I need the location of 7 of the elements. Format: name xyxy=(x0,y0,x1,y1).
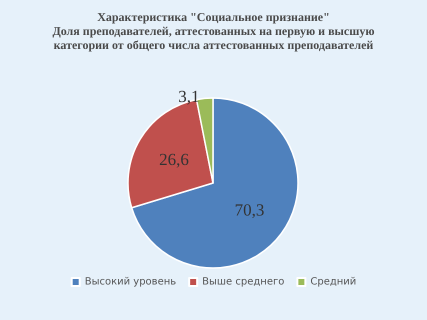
data-label: 70,3 xyxy=(234,200,264,220)
chart-title: Характеристика "Социальное признание" Доля преподавателей, аттестованных на первую и высшую категории от общего числа аттестованных преподавателей xyxy=(52,10,375,52)
legend-label: Средний xyxy=(310,276,356,288)
legend-label: Высокий уровень xyxy=(84,276,176,288)
legend-label: Выше среднего xyxy=(202,276,284,288)
data-label: 26,6 xyxy=(159,150,189,170)
data-label: 3,1 xyxy=(178,86,200,106)
